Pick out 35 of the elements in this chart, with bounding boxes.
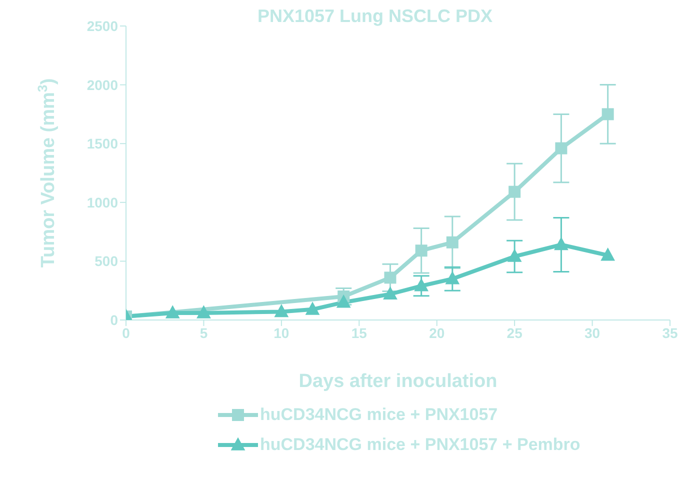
point bbox=[602, 108, 614, 120]
y-tick-label: 1000 bbox=[86, 194, 118, 210]
point bbox=[446, 236, 458, 248]
y-tick-label: 500 bbox=[94, 253, 118, 270]
x-tick-label: 25 bbox=[506, 324, 523, 341]
x-tick-label: 10 bbox=[274, 324, 290, 341]
point bbox=[554, 236, 568, 250]
point bbox=[165, 305, 180, 318]
point bbox=[600, 248, 616, 261]
point bbox=[305, 302, 320, 315]
point bbox=[384, 272, 396, 284]
point bbox=[415, 244, 428, 257]
x-tick-label: 5 bbox=[200, 324, 208, 341]
x-tick-label: 0 bbox=[122, 324, 130, 341]
y-tick-label: 1500 bbox=[86, 136, 118, 152]
y-tick-label: 0 bbox=[110, 312, 118, 328]
x-tick-label: 15 bbox=[351, 324, 368, 341]
point bbox=[445, 271, 460, 284]
point bbox=[274, 304, 289, 318]
x-tick-label: 30 bbox=[584, 324, 600, 341]
x-axis-title: Days after inoculation bbox=[298, 371, 498, 392]
y-tick-label: 2500 bbox=[86, 18, 118, 34]
x-tick-label: 35 bbox=[662, 324, 678, 341]
point bbox=[555, 142, 568, 154]
point bbox=[414, 278, 429, 292]
x-tick-label: 20 bbox=[429, 324, 445, 341]
point bbox=[383, 286, 398, 300]
legend-label: huCD34NCG mice + PNX1057 + Pembro bbox=[260, 435, 580, 455]
chart-title: PNX1057 Lung NSCLC PDX bbox=[257, 6, 493, 26]
point bbox=[336, 294, 351, 308]
y-tick-label: 2000 bbox=[86, 76, 118, 93]
point bbox=[507, 248, 522, 262]
point bbox=[196, 305, 211, 318]
legend-label: huCD34NCG mice + PNX1057 bbox=[260, 405, 498, 425]
point bbox=[508, 186, 521, 198]
